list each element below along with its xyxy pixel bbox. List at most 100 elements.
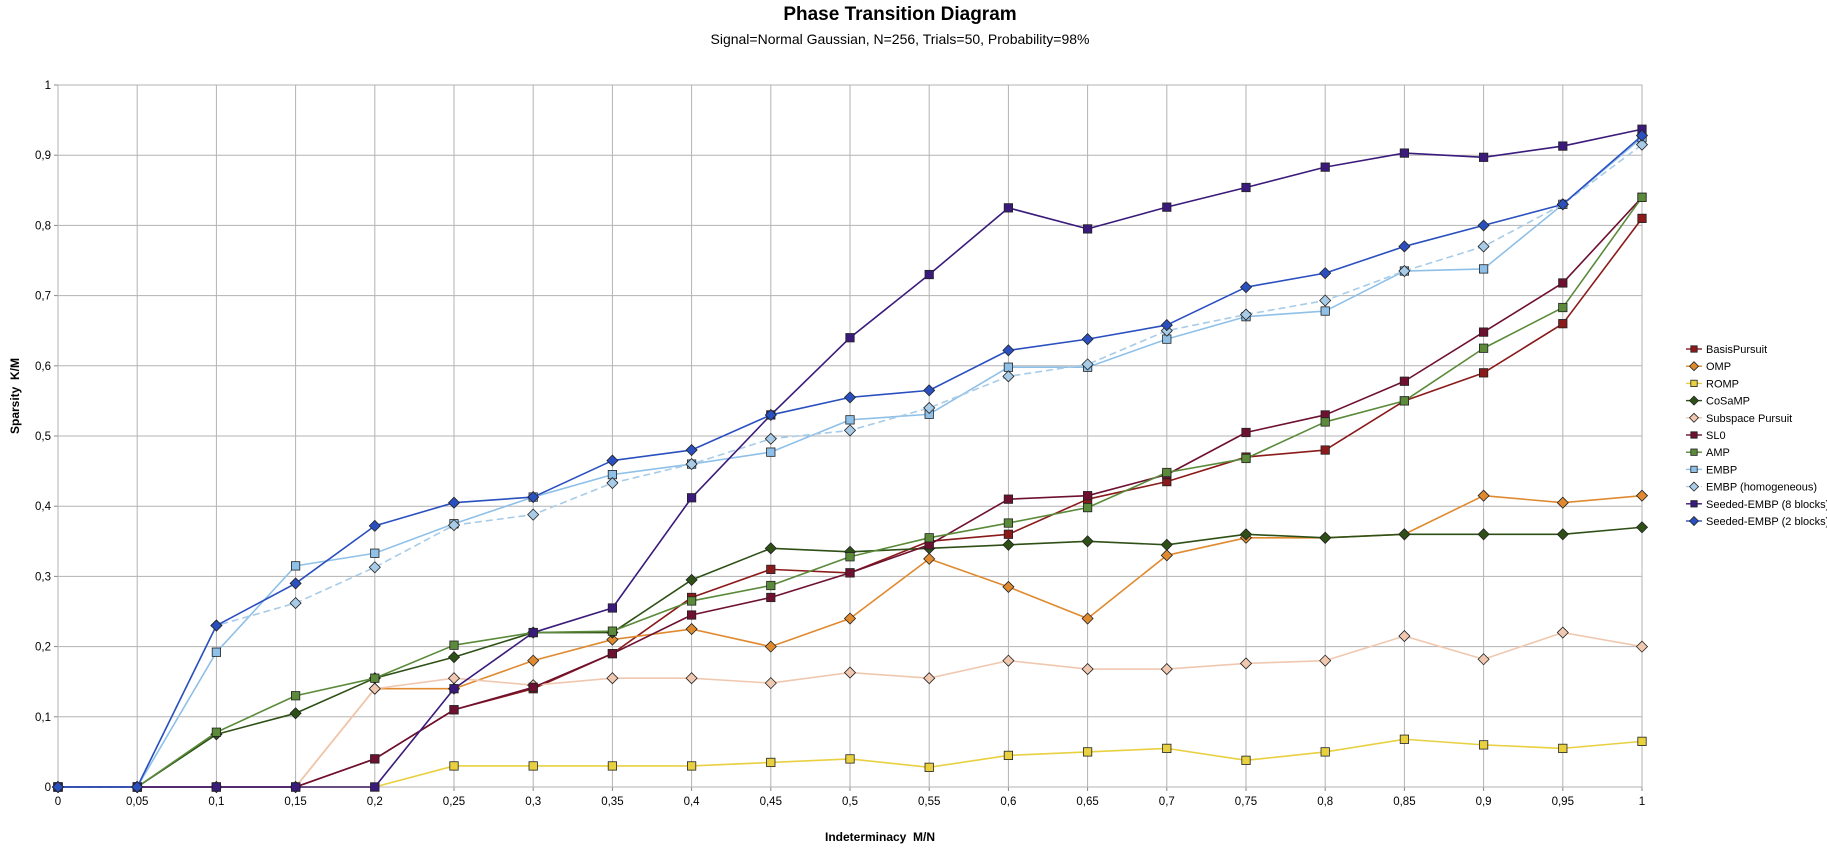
data-point: [368, 519, 381, 532]
legend-marker: [1690, 448, 1698, 456]
data-point: [370, 754, 380, 764]
x-tick-label: 0,7: [1159, 796, 1175, 808]
data-point: [843, 612, 857, 625]
data-point: [1081, 358, 1094, 371]
y-tick-label: 0,3: [35, 571, 51, 583]
x-tick-label: 0: [55, 796, 61, 808]
data-point: [606, 454, 619, 467]
data-point: [290, 561, 301, 571]
data-point: [1083, 491, 1093, 501]
data-point: [51, 780, 65, 794]
data-point: [210, 619, 223, 632]
data-point: [1398, 630, 1411, 643]
data-point: [1558, 278, 1568, 288]
data-point: [449, 684, 459, 694]
data-point: [1637, 736, 1647, 746]
legend-label: ROMP: [1706, 378, 1739, 390]
legend-item: EMBP: [1686, 464, 1737, 476]
data-point: [1003, 494, 1014, 504]
data-point: [687, 761, 697, 771]
x-tick-label: 0,5: [842, 796, 858, 808]
legend-item: Subspace Pursuit: [1686, 412, 1792, 425]
y-tick-label: 0,4: [35, 501, 52, 513]
data-point: [1635, 521, 1649, 534]
data-point: [528, 682, 538, 692]
data-point: [1160, 662, 1173, 676]
legend-marker: [1690, 500, 1698, 508]
legend-label: CoSaMP: [1706, 396, 1750, 408]
legend-item: Seeded-EMBP (2 blocks): [1686, 515, 1827, 528]
data-point: [685, 458, 698, 471]
plot-frame: [57, 84, 1643, 788]
data-point: [1635, 138, 1649, 151]
legend-label: OMP: [1706, 361, 1731, 373]
data-point: [1479, 152, 1489, 162]
data-point: [1637, 192, 1647, 202]
data-point: [1083, 503, 1093, 513]
y-tick-label: 0,6: [35, 361, 51, 373]
legend-label: BasisPursuit: [1706, 344, 1767, 356]
data-point: [764, 677, 777, 690]
data-point: [1477, 219, 1490, 232]
x-tick-labels: 0 0,05 0,1 0,15 0,2 0,25 0,3 0,35 0,4 0,45 0,5 0,55…: [55, 796, 1645, 808]
x-tick-label: 0,9: [1476, 796, 1492, 808]
data-point: [764, 408, 777, 422]
data-point: [843, 666, 857, 679]
legend-label: Seeded-EMBP (8 blocks): [1706, 499, 1827, 511]
legend-marker: [1690, 345, 1698, 353]
data-point: [290, 782, 301, 792]
y-tick-label: 0,2: [35, 642, 51, 654]
legend-marker: [1690, 431, 1698, 439]
chart-subtitle: Signal=Normal Gaussian, N=256, Trials=50…: [711, 31, 1090, 47]
x-tick-label: 0,15: [284, 796, 306, 808]
data-point: [687, 596, 697, 606]
data-point: [1556, 528, 1569, 541]
legend-marker: [1690, 465, 1698, 474]
data-point: [1239, 308, 1253, 321]
legend-marker: [1688, 481, 1700, 492]
data-point: [1479, 327, 1489, 337]
data-point: [370, 673, 380, 683]
legend-marker: [1688, 395, 1700, 406]
y-tick-label: 0,5: [35, 431, 51, 443]
x-tick-label: 0,65: [1076, 796, 1098, 808]
data-point: [687, 610, 697, 620]
data-point: [1003, 518, 1014, 528]
data-point: [1479, 343, 1489, 353]
data-point: [447, 519, 461, 532]
x-tick-label: 0,1: [208, 796, 224, 808]
x-tick-label: 0,3: [525, 796, 541, 808]
data-point: [1003, 750, 1014, 761]
y-tick-label: 0,8: [35, 220, 51, 232]
data-point: [1637, 213, 1647, 223]
data-point: [368, 561, 381, 574]
x-tick-label: 0,55: [918, 796, 940, 808]
y-tick-labels: 0 0,1 0,2 0,3 0,4 0,5 0,6 0,7 0,8 0,9 1: [35, 80, 52, 794]
data-point: [1398, 528, 1411, 541]
axes: [57, 84, 1643, 788]
data-point: [1241, 453, 1251, 464]
data-point: [845, 754, 855, 764]
data-point: [1002, 538, 1015, 551]
x-tick-label: 0,95: [1552, 796, 1574, 808]
data-point: [845, 568, 855, 578]
data-point: [1477, 528, 1490, 541]
data-point: [1081, 612, 1094, 625]
data-point: [766, 757, 776, 768]
data-point: [1556, 198, 1569, 211]
data-point: [1556, 626, 1569, 639]
data-point: [1635, 640, 1649, 653]
legend-item: OMP: [1686, 361, 1731, 373]
data-point: [1477, 489, 1490, 502]
x-tick-label: 0,6: [1000, 796, 1016, 808]
data-point: [370, 548, 380, 558]
x-tick-label: 0,45: [760, 796, 782, 808]
data-point: [1319, 267, 1332, 280]
data-point: [1002, 580, 1015, 593]
data-point: [1002, 344, 1015, 357]
data-point: [1319, 294, 1332, 307]
data-point: [1003, 203, 1014, 213]
data-point: [1320, 306, 1330, 316]
data-point: [1081, 662, 1094, 676]
